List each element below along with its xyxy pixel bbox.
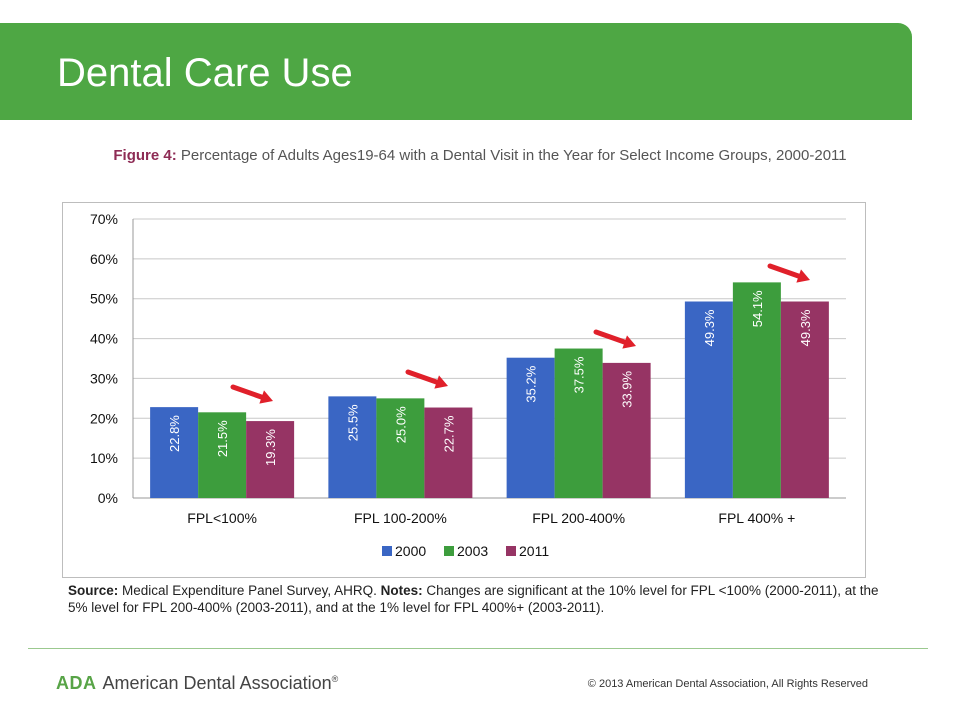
figure-title-text: Percentage of Adults Ages19-64 with a De… bbox=[180, 147, 847, 164]
source-text: Medical Expenditure Panel Survey, AHRQ. bbox=[118, 583, 381, 598]
bar bbox=[602, 362, 651, 498]
y-tick-label: 50% bbox=[90, 291, 118, 307]
legend-label: 2000 bbox=[395, 543, 426, 559]
y-tick-label: 60% bbox=[90, 251, 118, 267]
bar bbox=[376, 398, 425, 498]
ada-logo-registered: ® bbox=[331, 674, 339, 684]
legend-label: 2003 bbox=[457, 543, 488, 559]
ada-logo: ADA American Dental Association® bbox=[56, 668, 338, 694]
red-arrow-icon bbox=[767, 263, 807, 281]
red-arrow-icon bbox=[405, 369, 445, 387]
data-label: 22.7% bbox=[441, 415, 456, 452]
data-label: 21.5% bbox=[215, 420, 230, 457]
y-tick-label: 30% bbox=[90, 370, 118, 386]
red-arrow-head-icon bbox=[434, 375, 448, 389]
y-tick-label: 0% bbox=[98, 490, 118, 506]
chart-frame bbox=[62, 202, 866, 578]
x-tick-label: FPL 100-200% bbox=[354, 510, 447, 526]
ada-logo-text: American Dental Association bbox=[102, 673, 332, 693]
data-label: 49.3% bbox=[702, 309, 717, 346]
x-tick-label: FPL 200-400% bbox=[532, 510, 625, 526]
bar bbox=[506, 357, 555, 498]
red-arrow-head-icon bbox=[796, 269, 810, 283]
red-arrow-head-icon bbox=[259, 390, 273, 404]
legend-swatch bbox=[444, 546, 454, 556]
y-tick-label: 70% bbox=[90, 211, 118, 227]
bar bbox=[554, 348, 603, 498]
red-arrow-icon bbox=[593, 329, 633, 347]
footer-divider bbox=[28, 648, 928, 649]
notes-text: Changes are significant at the 10% level… bbox=[68, 583, 879, 615]
source-label: Source: bbox=[68, 583, 119, 598]
legend-swatch bbox=[506, 546, 516, 556]
y-tick-label: 20% bbox=[90, 410, 118, 426]
figure-title: Figure 4: Percentage of Adults Ages19-64… bbox=[100, 146, 860, 165]
header-band bbox=[0, 23, 912, 120]
data-label: 25.5% bbox=[345, 404, 360, 441]
red-arrow-head-icon bbox=[622, 335, 636, 349]
data-label: 33.9% bbox=[620, 370, 635, 407]
bar bbox=[732, 282, 781, 498]
slide-title: Dental Care Use bbox=[57, 51, 353, 95]
bar bbox=[246, 421, 295, 498]
legend-swatch bbox=[382, 546, 392, 556]
x-tick-label: FPL 400% + bbox=[718, 510, 795, 526]
bar bbox=[684, 301, 733, 498]
ada-logo-abbr: ADA bbox=[56, 673, 97, 693]
figure-label: Figure 4: bbox=[113, 147, 177, 164]
bar bbox=[198, 412, 247, 498]
bar bbox=[150, 407, 199, 498]
x-tick-label: FPL<100% bbox=[187, 510, 257, 526]
y-tick-label: 40% bbox=[90, 331, 118, 347]
data-label: 25.0% bbox=[393, 406, 408, 443]
data-label: 19.3% bbox=[263, 429, 278, 466]
copyright-text: © 2013 American Dental Association, All … bbox=[587, 678, 868, 690]
red-arrow-icon bbox=[230, 384, 270, 402]
bar bbox=[424, 407, 473, 498]
legend-label: 2011 bbox=[519, 543, 549, 559]
data-label: 49.3% bbox=[798, 309, 813, 346]
data-label: 22.8% bbox=[167, 415, 182, 452]
source-note: Source: Medical Expenditure Panel Survey… bbox=[68, 582, 880, 616]
y-tick-label: 10% bbox=[90, 450, 118, 466]
notes-label: Notes: bbox=[380, 583, 423, 598]
data-label: 54.1% bbox=[750, 290, 765, 327]
bar bbox=[328, 396, 377, 498]
data-label: 35.2% bbox=[524, 365, 539, 402]
data-label: 37.5% bbox=[572, 356, 587, 393]
bar bbox=[780, 301, 829, 498]
